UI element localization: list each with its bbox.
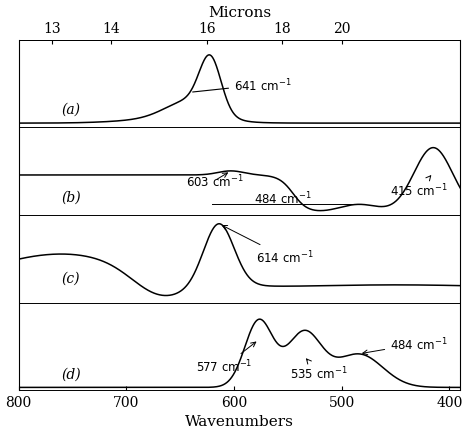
Text: 484 cm$^{-1}$: 484 cm$^{-1}$	[363, 335, 448, 355]
Text: 603 cm$^{-1}$: 603 cm$^{-1}$	[186, 173, 243, 190]
Text: 484 cm$^{-1}$: 484 cm$^{-1}$	[254, 191, 311, 207]
Text: (a): (a)	[62, 103, 81, 117]
Text: 415 cm$^{-1}$: 415 cm$^{-1}$	[390, 176, 448, 198]
Text: (d): (d)	[62, 367, 81, 381]
Text: (c): (c)	[62, 271, 80, 285]
Text: 535 cm$^{-1}$: 535 cm$^{-1}$	[290, 359, 348, 382]
Text: (b): (b)	[62, 190, 81, 204]
Text: 614 cm$^{-1}$: 614 cm$^{-1}$	[222, 226, 313, 266]
Text: 577 cm$^{-1}$: 577 cm$^{-1}$	[196, 342, 256, 375]
Text: 641 cm$^{-1}$: 641 cm$^{-1}$	[193, 77, 291, 94]
X-axis label: Wavenumbers: Wavenumbers	[185, 414, 294, 428]
X-axis label: Microns: Microns	[208, 6, 271, 20]
